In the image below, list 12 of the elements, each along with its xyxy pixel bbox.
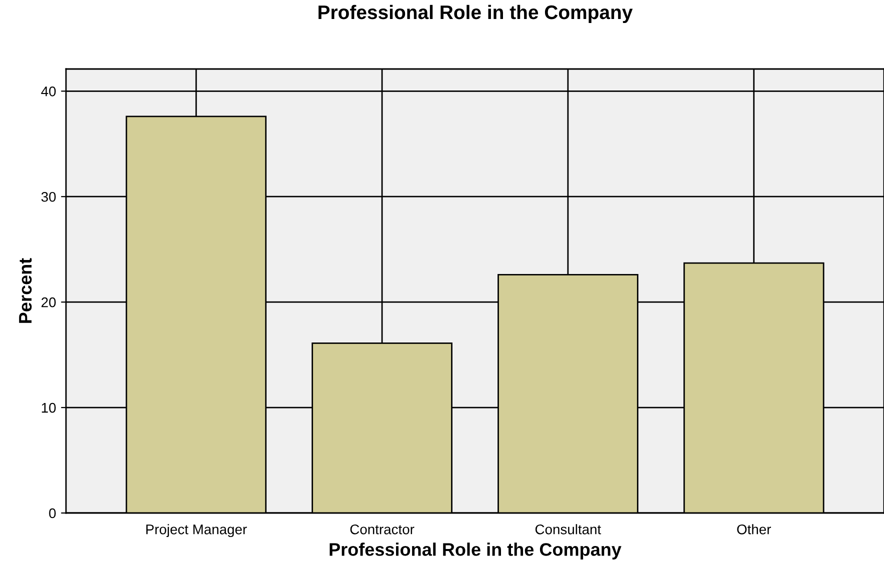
y-tick-label: 40: [41, 86, 56, 96]
y-tick-label: 10: [42, 402, 56, 413]
x-tick-label: Contractor: [350, 524, 414, 534]
y-tick-label: 20: [42, 297, 56, 308]
x-tick-label: Project Manager: [146, 524, 247, 538]
x-tick-label: Other: [737, 524, 771, 534]
y-tick-label: 30: [41, 192, 56, 202]
y-axis-title: Percent: [19, 258, 32, 323]
x-axis-title: Professional Role in the Company: [330, 542, 622, 560]
y-tick-label: 0: [49, 508, 56, 518]
chart-title: Professional Role in the Company: [318, 4, 633, 24]
x-tick-label: Consultant: [535, 524, 602, 534]
